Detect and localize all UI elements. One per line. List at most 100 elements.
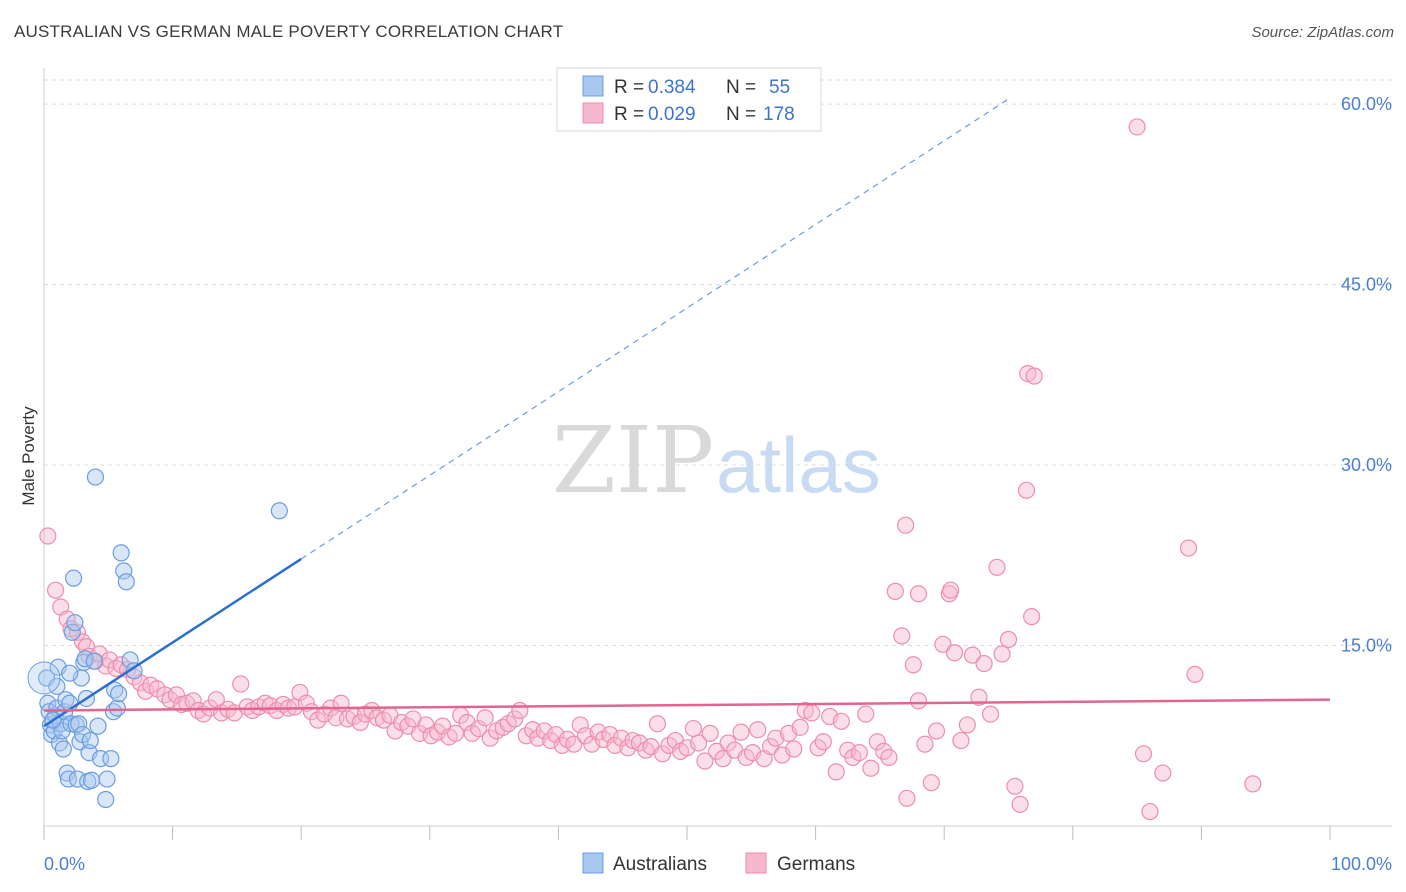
y-tick-label: 30.0%	[1341, 455, 1392, 475]
stats-r-label-pink: R =	[614, 104, 644, 125]
germans-point	[862, 759, 880, 777]
germans-point	[714, 750, 732, 768]
stats-r-value-blue: 0.384	[648, 77, 696, 98]
germans-point	[1011, 795, 1029, 813]
germans-point	[767, 729, 785, 747]
watermark: ZIP atlas	[552, 407, 881, 514]
chart-title: AUSTRALIAN VS GERMAN MALE POVERTY CORREL…	[14, 22, 564, 41]
germans-point	[1186, 665, 1204, 684]
germans-point	[719, 734, 737, 752]
germans-point	[827, 763, 845, 781]
germans-point	[1141, 802, 1159, 821]
stats-n-value-pink: 178	[763, 104, 795, 125]
tick-labels: 0.0% 100.0% 15.0% 30.0% 45.0% 60.0%	[44, 94, 1392, 874]
australians-points	[27, 468, 288, 809]
germans-point	[749, 721, 767, 739]
germans-point	[571, 716, 589, 734]
germans-point	[481, 729, 499, 747]
x-tick-label-max: 100.0%	[1331, 854, 1392, 874]
australians-point	[81, 731, 99, 750]
germans-point	[909, 692, 928, 710]
stats-r-value-pink: 0.029	[648, 104, 696, 125]
germans-point	[850, 744, 868, 762]
grid-lines	[44, 79, 1392, 647]
germans-point	[970, 688, 988, 706]
germans-point	[707, 742, 726, 761]
germans-point	[814, 733, 832, 751]
y-tick-label: 15.0%	[1341, 636, 1392, 656]
germans-point	[606, 736, 624, 754]
germans-point	[897, 516, 915, 534]
germans-point	[506, 710, 524, 728]
australians-point	[117, 573, 135, 591]
stats-legend: R = 0.384 N = 55 R = 0.029 N = 178	[556, 67, 822, 132]
germans-point	[934, 635, 952, 653]
germans-point	[785, 740, 803, 758]
australians-point	[115, 562, 133, 580]
chart-source: Source: ZipAtlas.com	[1251, 24, 1394, 41]
germans-point	[886, 582, 904, 600]
australians-point-large	[27, 661, 61, 695]
legend-swatch-australians	[582, 852, 604, 874]
germans-point	[446, 724, 465, 742]
australians-point	[102, 750, 120, 768]
germans-point	[832, 712, 850, 730]
germans-point	[963, 646, 982, 664]
y-axis-title: Male Poverty	[19, 406, 38, 506]
australians-point	[270, 502, 288, 520]
germans-point	[1134, 745, 1153, 763]
germans-point	[945, 644, 964, 662]
germans-point	[880, 748, 898, 767]
germans-point	[476, 709, 494, 727]
australians-point	[121, 651, 139, 669]
germans-point	[351, 713, 369, 732]
watermark-atlas: atlas	[716, 421, 881, 509]
germans-point	[309, 711, 327, 729]
australians-point	[63, 623, 81, 641]
stats-n-label-pink: N =	[726, 104, 756, 125]
germans-point	[803, 704, 821, 722]
australians-point	[70, 715, 88, 733]
germans-point	[511, 701, 529, 720]
germans-point	[981, 705, 1000, 723]
germans-point	[868, 733, 886, 751]
legend-swatch-germans	[745, 852, 767, 874]
legend-label-australians: Australians	[613, 854, 707, 875]
australians-point	[89, 717, 107, 735]
germans-point	[958, 716, 976, 734]
axes	[43, 68, 1392, 840]
australians-point	[112, 544, 130, 562]
australians-point	[68, 770, 87, 788]
germans-point	[529, 729, 547, 747]
germans-point	[732, 723, 750, 741]
germans-point	[893, 627, 911, 645]
australians-point	[58, 764, 76, 782]
germans-point	[916, 735, 934, 753]
germans-point	[291, 683, 309, 702]
germans-point	[1023, 608, 1041, 626]
germans-point	[999, 630, 1018, 649]
germans-point	[1154, 764, 1172, 782]
germans-point	[232, 675, 250, 693]
germans-point	[988, 558, 1006, 576]
y-tick-label: 60.0%	[1341, 94, 1392, 114]
australians-point	[125, 662, 143, 680]
germans-point	[68, 623, 87, 641]
australians-point	[85, 652, 103, 670]
germans-point	[689, 734, 708, 752]
series-legend: Australians Germans	[582, 852, 855, 875]
x-tick-label-min: 0.0%	[44, 854, 85, 874]
watermark-zip: ZIP	[552, 407, 714, 514]
germans-point	[207, 691, 225, 709]
australians-point	[97, 790, 115, 809]
australians-point	[48, 677, 66, 696]
australians-point	[82, 771, 101, 789]
germans-point	[434, 717, 452, 735]
germans-point	[1179, 539, 1198, 557]
germans-point	[701, 724, 719, 742]
australians-point	[54, 740, 72, 758]
germans-trend-line	[43, 698, 1331, 712]
germans-point	[648, 715, 667, 733]
germans-point	[1025, 367, 1043, 385]
